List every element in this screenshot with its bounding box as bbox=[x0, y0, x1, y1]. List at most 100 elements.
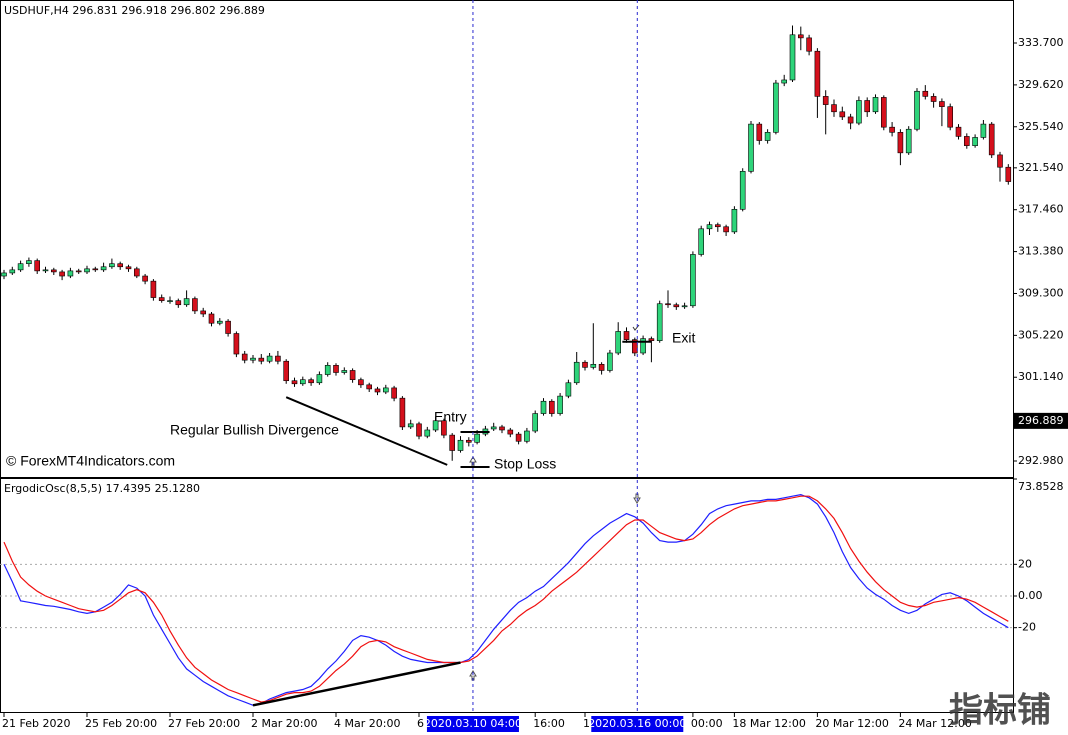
candle-body bbox=[806, 37, 812, 52]
candle-body bbox=[773, 82, 779, 133]
candle-body bbox=[515, 433, 522, 442]
y-tick-label: 317.460 bbox=[1018, 203, 1064, 216]
x-tick-label: 16:00 bbox=[533, 717, 565, 730]
y-tick-label: 0.00 bbox=[1018, 589, 1043, 602]
candle-body bbox=[200, 310, 206, 315]
candle-body bbox=[208, 313, 215, 324]
candle-body bbox=[922, 90, 929, 97]
candle-body bbox=[59, 271, 65, 277]
candle-body bbox=[731, 208, 738, 233]
candle-body bbox=[142, 275, 148, 282]
candle-body bbox=[723, 226, 729, 233]
candle-body bbox=[407, 423, 414, 428]
annotation-line bbox=[252, 661, 461, 707]
candle-body bbox=[499, 426, 505, 431]
candle-body bbox=[781, 79, 788, 84]
candle-body bbox=[590, 363, 597, 368]
candle-body bbox=[714, 224, 721, 228]
x-tick-label: 21 Feb 2020 bbox=[2, 717, 70, 730]
candle-body bbox=[997, 154, 1003, 168]
candle-body bbox=[358, 379, 364, 386]
candle-body bbox=[399, 397, 406, 428]
candle-body bbox=[640, 338, 646, 354]
candle-body bbox=[225, 320, 231, 334]
copyright: © ForexMT4Indicators.com bbox=[6, 453, 175, 469]
candle-body bbox=[856, 100, 862, 124]
candle-body bbox=[349, 370, 356, 380]
candle-body bbox=[582, 361, 588, 368]
candle-body bbox=[474, 433, 480, 443]
candle-body bbox=[880, 97, 887, 128]
exit-annotation: Exit bbox=[672, 330, 695, 346]
candle-body bbox=[963, 136, 970, 146]
y-tick-label: 305.220 bbox=[1018, 328, 1064, 341]
candle-body bbox=[366, 384, 373, 390]
candle-body bbox=[839, 111, 846, 118]
candle-body bbox=[308, 379, 314, 384]
candle-body bbox=[109, 263, 115, 268]
y-tick-label: 329.620 bbox=[1018, 78, 1064, 91]
candle-body bbox=[897, 132, 904, 154]
candle-body bbox=[241, 353, 248, 361]
candle-body bbox=[1, 272, 7, 277]
candle-body bbox=[341, 370, 348, 373]
x-tick-label: 00:00 bbox=[691, 717, 723, 730]
y-tick-label: 301.140 bbox=[1018, 370, 1064, 383]
candle-body bbox=[490, 426, 497, 430]
candle-body bbox=[988, 123, 995, 156]
x-tick-label: 25 Feb 20:00 bbox=[85, 717, 157, 730]
candle-body bbox=[382, 387, 389, 393]
candle-body bbox=[258, 357, 265, 362]
indicator-header: ErgodicOsc(8,5,5) 17.4395 25.1280 bbox=[4, 482, 200, 495]
candle-body bbox=[374, 388, 381, 393]
y-tick-label: 292.980 bbox=[1018, 454, 1064, 467]
buy-arrow bbox=[469, 670, 477, 681]
annotation-line bbox=[285, 396, 448, 466]
sell-arrow bbox=[633, 493, 641, 504]
candle-body bbox=[739, 171, 746, 210]
candle-body bbox=[656, 303, 663, 341]
candle-body bbox=[17, 263, 24, 271]
candle-body bbox=[217, 320, 223, 324]
watermark: 指标铺 bbox=[949, 691, 1051, 731]
stop-loss-annotation: Stop Loss bbox=[494, 456, 556, 472]
candle-body bbox=[34, 260, 41, 272]
cursor-label-box bbox=[426, 716, 519, 732]
y-tick-label: -20 bbox=[1018, 621, 1036, 634]
candle-body bbox=[814, 50, 821, 97]
candle-body bbox=[100, 266, 107, 271]
candle-body bbox=[698, 228, 705, 255]
candle-body bbox=[449, 434, 456, 451]
candle-body bbox=[424, 429, 431, 437]
cursor-label-box bbox=[591, 716, 684, 732]
cursor-label: 2020.03.16 00:00 bbox=[588, 717, 686, 730]
y-tick-label: 20 bbox=[1018, 557, 1032, 570]
candle-body bbox=[947, 106, 954, 128]
candle-body bbox=[615, 331, 622, 354]
candle-body bbox=[291, 380, 298, 385]
candle-body bbox=[117, 263, 123, 268]
candle-body bbox=[167, 300, 173, 302]
candle-body bbox=[391, 387, 397, 399]
candle-body bbox=[324, 365, 331, 375]
candle-body bbox=[905, 128, 912, 154]
candle-body bbox=[939, 101, 945, 107]
plot-frame bbox=[0, 0, 1014, 713]
buy-arrow bbox=[469, 456, 477, 467]
candle-body bbox=[864, 100, 871, 113]
candle-body bbox=[573, 361, 580, 384]
candle-body bbox=[432, 420, 439, 431]
candle-body bbox=[150, 280, 157, 298]
x-tick-label: 24 Mar 12:00 bbox=[898, 717, 971, 730]
candle-body bbox=[175, 300, 182, 306]
candle-body bbox=[955, 126, 962, 137]
candle-body bbox=[465, 439, 472, 443]
candle-body bbox=[980, 123, 987, 138]
candle-body bbox=[275, 355, 281, 362]
candle-body bbox=[797, 34, 804, 39]
candle-body bbox=[192, 298, 198, 312]
candle-body bbox=[532, 413, 539, 432]
candle-body bbox=[9, 269, 16, 274]
candle-body bbox=[631, 339, 638, 354]
